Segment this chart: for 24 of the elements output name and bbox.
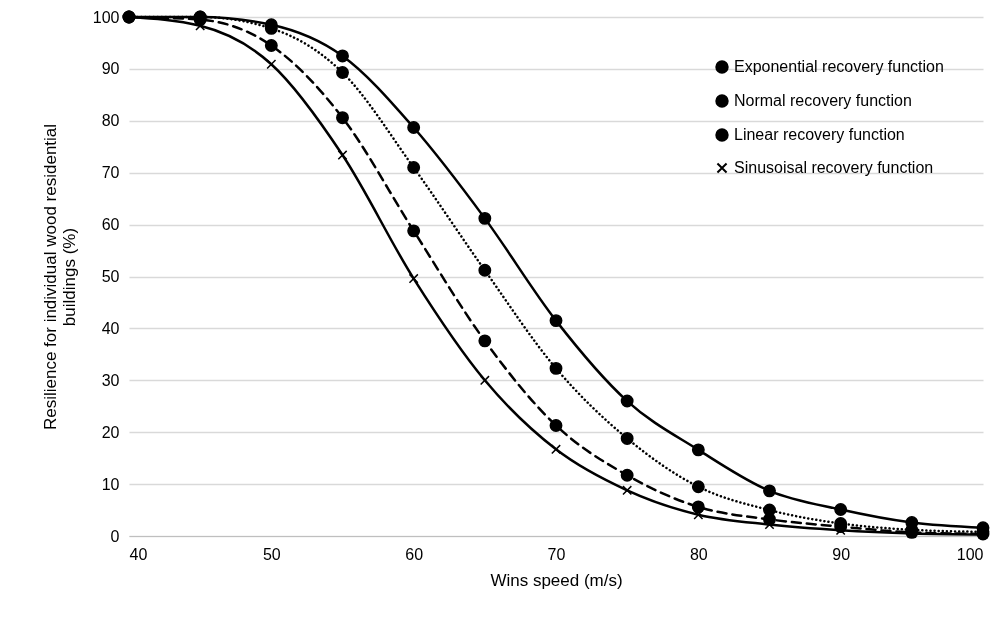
x-tick-label: 40 [129, 545, 148, 563]
x-tick-label: 80 [689, 545, 708, 563]
y-tick-label: 30 [101, 371, 120, 389]
x-tick-label: 100 [956, 545, 984, 563]
y-tick-label: 80 [101, 112, 120, 130]
y-tick-label: 10 [101, 475, 120, 493]
y-tick-label: 20 [101, 423, 120, 441]
legend-label: Normal recovery function [734, 92, 912, 109]
y-tick-label: 70 [101, 164, 120, 182]
y-tick-label: 100 [92, 8, 120, 26]
x-tick-label: 50 [262, 545, 281, 563]
legend-label: Sinusoisal recovery function [734, 159, 934, 176]
x-tick-label: 70 [547, 545, 566, 563]
x-tick-label: 90 [832, 545, 851, 563]
x-tick-label: 60 [405, 545, 424, 563]
legend-label: Linear recovery function [734, 126, 905, 143]
legend-label: Exponential recovery function [734, 58, 944, 75]
y-axis-title: Resilience for individual wood residential buildings (%) [40, 123, 79, 431]
y-tick-label: 40 [101, 319, 120, 337]
y-tick-label: 0 [110, 527, 120, 545]
y-tick-label: 60 [101, 216, 120, 234]
y-tick-label: 90 [101, 60, 120, 78]
x-axis-title: Wins speed (m/s) [490, 570, 623, 590]
y-tick-label: 50 [101, 268, 120, 285]
